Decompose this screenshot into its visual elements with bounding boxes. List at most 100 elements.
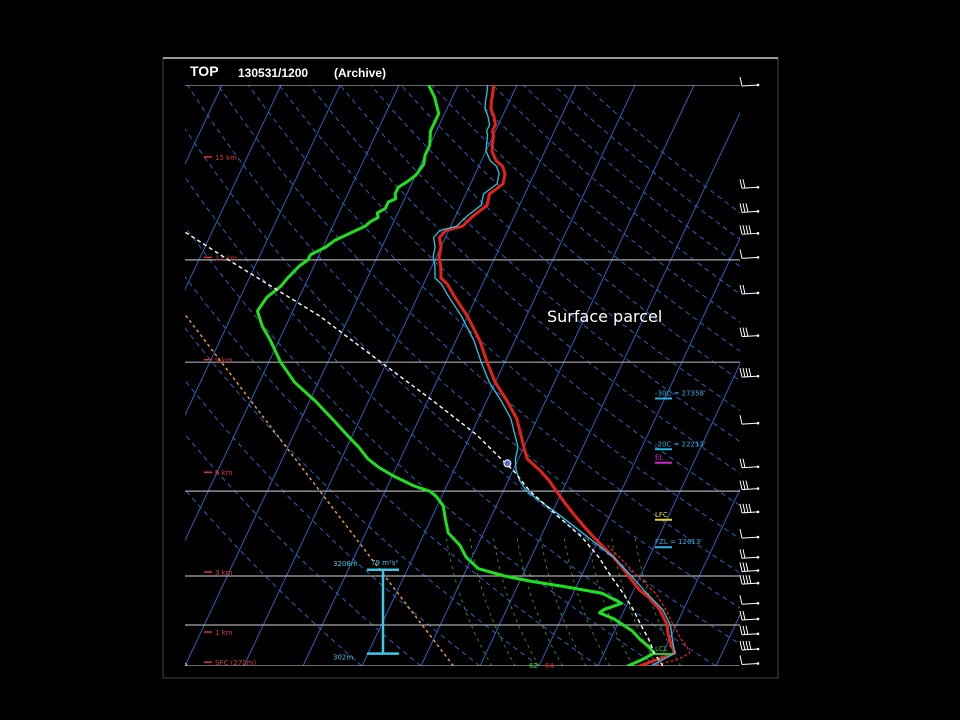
- barb-feather: [739, 528, 743, 539]
- isotherm-line: [420, 85, 695, 666]
- barb-feather: [742, 575, 746, 585]
- barb-feather: [739, 480, 743, 490]
- barb-dot: [756, 602, 760, 605]
- level-label: FZL = 12613': [655, 538, 702, 546]
- wind-barb: [739, 575, 760, 585]
- wind-barb: [739, 480, 760, 491]
- barb-feather: [745, 203, 749, 213]
- height-label: SFC (270m): [215, 659, 256, 667]
- wind-barb: [739, 284, 760, 295]
- top-height-label: 3208m: [333, 560, 358, 568]
- surface-temp-value: 64: [545, 662, 554, 670]
- barb-feather: [742, 562, 746, 572]
- barb-dot: [756, 647, 760, 651]
- barb-feather: [745, 225, 749, 235]
- dry-adiabat: [185, 488, 363, 666]
- barb-shaft: [741, 422, 759, 425]
- height-label: 12 km: [215, 254, 237, 262]
- wind-barb: [739, 203, 760, 213]
- barb-feather: [745, 368, 749, 378]
- barb-dot: [756, 569, 760, 572]
- barb-feather: [742, 284, 746, 295]
- wind-barb: [739, 625, 760, 636]
- barb-feather: [748, 503, 752, 514]
- barb-shaft: [741, 536, 759, 539]
- barb-feather: [748, 575, 752, 585]
- barb-feather: [742, 327, 746, 337]
- temperature-tick-label: -20: [415, 682, 426, 690]
- level-label: LFC: [655, 511, 668, 519]
- temperature-envelope: [607, 544, 691, 666]
- el-marker: [503, 459, 512, 468]
- barb-feather: [748, 225, 752, 235]
- wind-barb: [739, 179, 760, 189]
- wind-barb: [739, 610, 760, 621]
- isotherm-line: [302, 85, 577, 666]
- dry-adiabat: [461, 85, 740, 323]
- surface-dewpoint-value: 62: [529, 662, 538, 670]
- barb-feather: [739, 655, 743, 665]
- barb-shaft: [741, 256, 759, 259]
- barb-feather: [739, 549, 743, 559]
- barb-dot: [756, 617, 760, 621]
- temperature-tick-label: -50: [238, 682, 249, 690]
- parcel-trace: [185, 231, 664, 666]
- barb-feather: [739, 284, 743, 295]
- barb-dot: [756, 232, 760, 235]
- annotations: -30C = 27358' -20C = 22213' EL LFC FZL = 126…: [333, 389, 706, 670]
- barb-dot: [756, 662, 760, 665]
- barb-dot: [756, 334, 760, 337]
- temperature-tick-label: 0: [537, 682, 541, 690]
- barb-dot: [756, 556, 760, 559]
- barb-dot: [756, 291, 760, 295]
- temperature-trace: [437, 85, 677, 666]
- barb-feather: [742, 503, 746, 514]
- source-label: (Archive): [334, 66, 386, 80]
- isotherm-line: [0, 85, 104, 666]
- barb-feather: [742, 225, 746, 235]
- temperature-tick-label: 30: [712, 682, 721, 690]
- bottom-height-label: 302m: [333, 654, 353, 662]
- wind-barb: [739, 640, 760, 651]
- isotherm-line: [656, 488, 740, 666]
- wind-barb: [739, 528, 760, 539]
- barb-dot: [756, 186, 760, 189]
- datetime-label: 130531/1200: [238, 66, 308, 80]
- isotherm-line: [185, 85, 459, 666]
- isotherm-line: [185, 85, 400, 542]
- barb-feather: [739, 249, 743, 259]
- isotherm-line: [361, 85, 636, 666]
- barb-feather: [745, 575, 749, 585]
- temperature-tick-label: -10: [474, 682, 485, 690]
- isotherm-line: [185, 85, 282, 291]
- wind-barb: [739, 368, 760, 378]
- barb-shaft: [741, 662, 759, 665]
- dry-adiabat: [186, 85, 740, 609]
- temperature-tick-label: 20: [653, 682, 662, 690]
- chart-header: TOP 130531/1200 (Archive): [190, 63, 386, 80]
- barb-feather: [742, 549, 746, 559]
- barb-feather: [742, 179, 746, 189]
- barb-dot: [756, 510, 760, 514]
- barb-dot: [756, 632, 760, 636]
- barb-feather: [745, 562, 749, 572]
- barb-feather: [742, 610, 746, 621]
- barb-feather: [739, 595, 743, 605]
- barb-shaft: [741, 602, 759, 605]
- wind-barb: [739, 76, 760, 87]
- isotherm-line: [0, 85, 45, 666]
- barb-feather: [739, 458, 743, 468]
- wind-barbs: [739, 76, 760, 665]
- barb-dot: [756, 256, 760, 259]
- isotherm-line: [775, 85, 960, 666]
- dry-adiabat: [309, 85, 740, 474]
- isotherm-line: [597, 362, 740, 666]
- isotherm-line: [0, 85, 163, 666]
- virtual-temperature-trace: [432, 85, 676, 666]
- barb-dot: [756, 421, 760, 425]
- wind-barb: [739, 249, 760, 259]
- station-label: TOP: [190, 63, 219, 79]
- barb-dot: [756, 487, 760, 490]
- wind-barb: [739, 549, 760, 559]
